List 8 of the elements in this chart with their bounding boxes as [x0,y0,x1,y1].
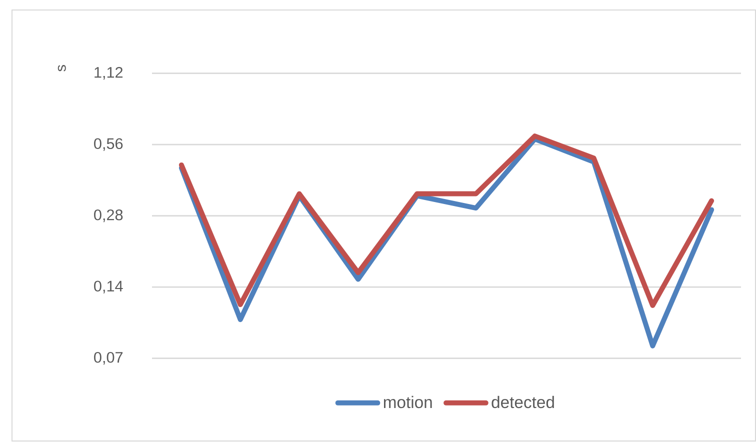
y-tick-label: 0,07 [94,352,123,365]
y-tick-label: 0,28 [94,209,123,222]
y-tick-label: 1,12 [94,66,123,80]
legend-label: detected [492,396,554,408]
legend-label: motion [384,396,432,408]
y-tick-label: 0,56 [94,138,123,151]
y-tick-label: 0,14 [94,280,123,294]
y-axis-title: s [58,65,66,72]
